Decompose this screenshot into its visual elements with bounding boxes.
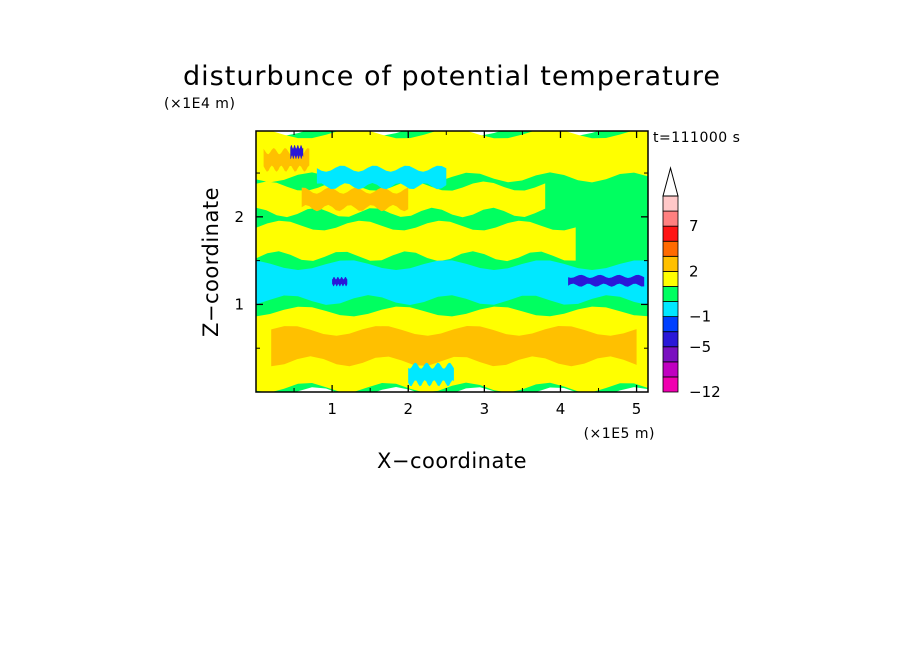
colorbar-swatch [662,270,679,287]
x-axis-label: X−coordinate [377,449,527,473]
x-tick-label: 1 [327,400,337,418]
time-label: t=111000 s [653,130,740,146]
colorbar-label: −5 [689,338,711,356]
y-axis-label: Z−coordinate [199,187,223,337]
colorbar: −12−5−127 [662,166,721,401]
colorbar-swatch [662,316,679,333]
x-tick-label: 2 [403,400,413,418]
contour-region [316,165,447,190]
y-tick-label: 2 [234,208,244,226]
y-axis-unit: (×1E4 m) [164,96,235,112]
colorbar-swatch [662,255,679,272]
contour-region [256,260,648,305]
x-axis-ticks: 1 2 3 4 5 [293,131,642,418]
contour-region [332,277,348,287]
colorbar-swatch [662,286,679,302]
x-tick-label: 3 [480,400,490,418]
colorbar-swatch [662,195,679,212]
chart-title: disturbunce of potential temperature [183,61,721,92]
colorbar-label: −12 [689,383,721,401]
y-tick-label: 1 [234,295,244,313]
contour-region [301,187,409,212]
colorbar-swatch [662,301,679,318]
contour-region [271,326,637,367]
colorbar-swatch [662,346,679,363]
colorbar-swatch [662,331,679,348]
y-axis-ticks: 12 [234,172,648,349]
x-axis-unit: (×1E5 m) [584,426,655,442]
colorbar-label: −1 [689,308,711,326]
colorbar-extend-max [662,166,679,197]
contour-region [408,362,454,387]
colorbar-swatch [662,376,679,393]
colorbar-label: 7 [689,217,699,235]
contour-field [256,131,648,392]
colorbar-swatch [662,225,679,242]
x-tick-label: 5 [632,400,642,418]
plot-frame [255,130,649,393]
colorbar-swatch [662,361,679,378]
colorbar-swatch [662,240,679,257]
contour-region [290,145,304,160]
x-tick-label: 4 [556,400,566,418]
colorbar-label: 2 [689,262,699,280]
contour-region [256,131,648,183]
contour-region [256,220,576,262]
colorbar-swatch [662,210,679,227]
contour-region [568,274,645,287]
